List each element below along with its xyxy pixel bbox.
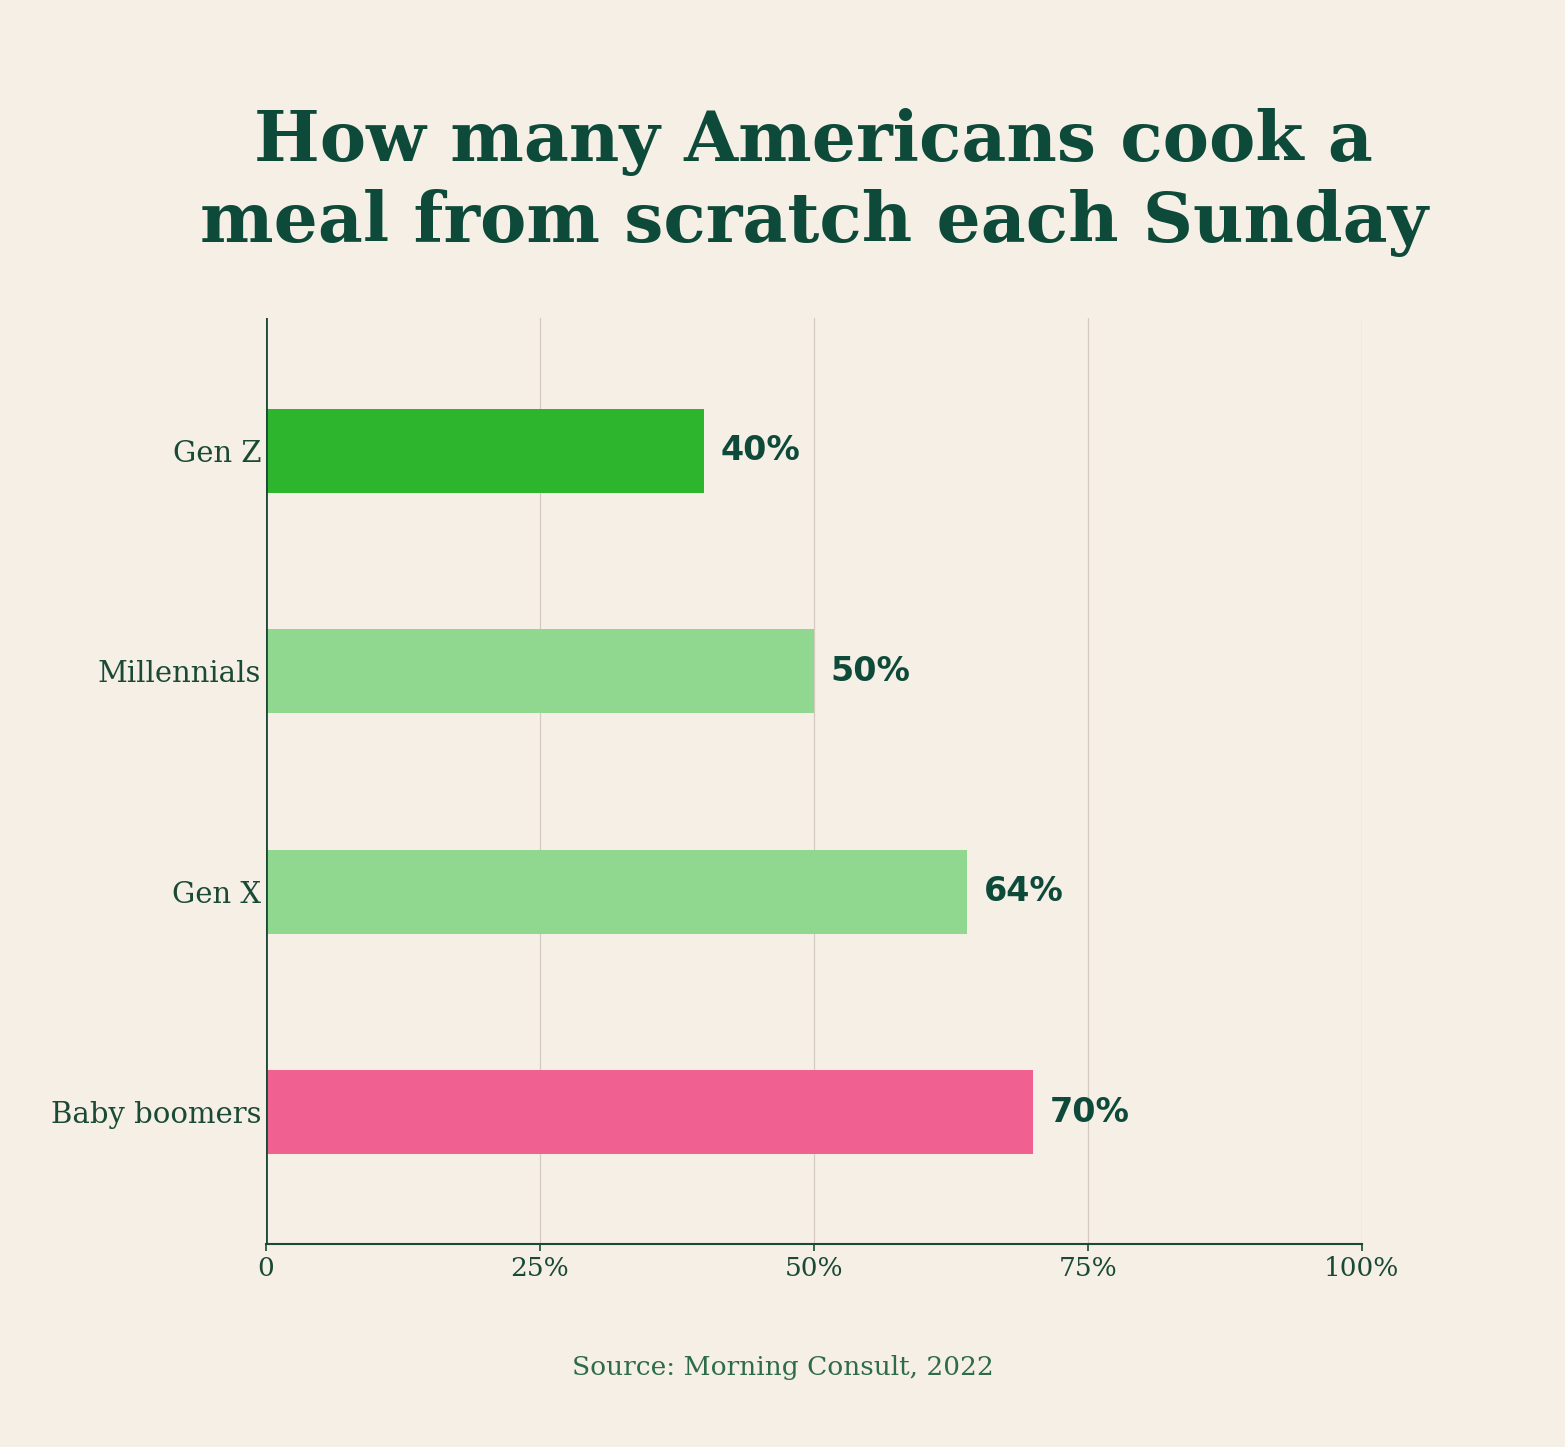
Title: How many Americans cook a
meal from scratch each Sunday: How many Americans cook a meal from scra…: [200, 107, 1427, 258]
Text: 50%: 50%: [831, 654, 911, 687]
Bar: [266, 849, 967, 933]
Text: 70%: 70%: [1049, 1095, 1130, 1129]
Bar: [266, 1071, 1033, 1155]
Bar: [266, 629, 814, 713]
Text: 64%: 64%: [983, 875, 1063, 909]
Bar: [266, 408, 704, 492]
Text: Source: Morning Consult, 2022: Source: Morning Consult, 2022: [571, 1354, 994, 1380]
Text: 40%: 40%: [720, 434, 800, 467]
